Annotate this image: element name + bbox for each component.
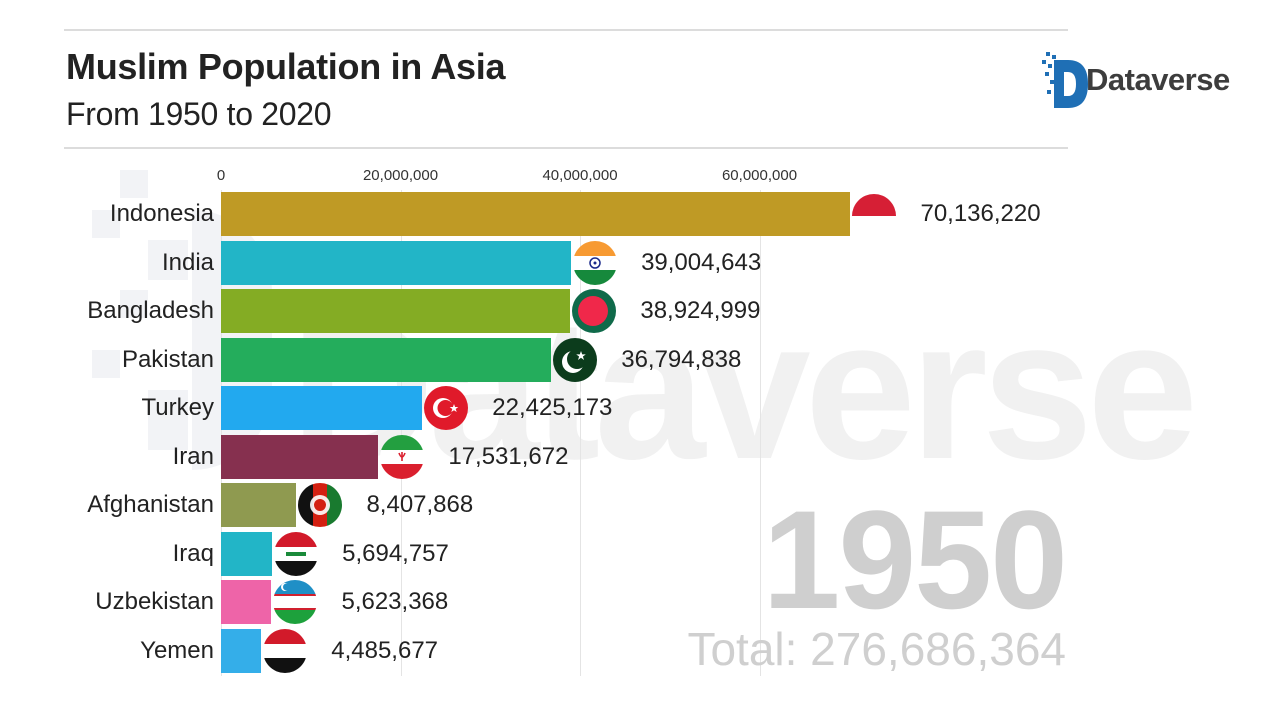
country-label: Uzbekistan bbox=[95, 588, 214, 615]
value-label: 8,407,868 bbox=[366, 491, 474, 518]
value-label: 17,531,672 bbox=[448, 442, 569, 470]
bar bbox=[221, 434, 379, 479]
indonesia-flag-icon bbox=[852, 194, 897, 218]
bar bbox=[221, 240, 572, 285]
bar-row: Bangladesh 38,924,999 bbox=[0, 289, 1280, 333]
top-divider bbox=[64, 29, 1068, 31]
country-label: Iraq bbox=[172, 539, 214, 567]
bar bbox=[221, 628, 262, 673]
x-axis-tick-label: 0 bbox=[216, 167, 226, 184]
x-axis-tick-label: 60,000,000 bbox=[721, 167, 798, 184]
bar-row: Iran 17,531,672 bbox=[0, 434, 1280, 479]
value-label: 70,136,220 bbox=[920, 200, 1041, 227]
x-axis-tick-label: 20,000,000 bbox=[362, 167, 439, 184]
bar-row: Pakistan 36,794,838 bbox=[0, 337, 1280, 382]
header-divider bbox=[64, 147, 1068, 149]
bar bbox=[221, 580, 272, 624]
pixel-d-logo-icon bbox=[1042, 52, 1088, 108]
afghanistan-flag-icon bbox=[298, 483, 343, 527]
gridline bbox=[580, 190, 581, 676]
country-label: Pakistan bbox=[121, 345, 214, 373]
bar-row: Afghanistan 8,407,868 bbox=[0, 483, 1280, 527]
bar bbox=[221, 483, 297, 527]
yemen-flag-icon bbox=[263, 628, 308, 673]
total-population: Total: 276,686,364 bbox=[687, 623, 1066, 675]
bar-row: Yemen 4,485,677 bbox=[0, 628, 1280, 673]
value-label: 36,794,838 bbox=[621, 345, 742, 373]
bar-row: Indonesia 70,136,220 bbox=[0, 192, 1280, 236]
value-label: 38,924,999 bbox=[640, 297, 761, 324]
year-indicator: 1950 bbox=[762, 481, 1068, 638]
iraq-flag-icon bbox=[274, 531, 319, 576]
value-label: 22,425,173 bbox=[492, 394, 613, 421]
value-label: 5,623,368 bbox=[341, 588, 449, 615]
india-flag-icon bbox=[573, 240, 618, 285]
bar-row: India 39,004,643 bbox=[0, 240, 1280, 285]
value-label: 5,694,757 bbox=[342, 539, 449, 567]
dataverse-logo: Dataverse bbox=[1042, 52, 1242, 112]
bar bbox=[221, 386, 423, 430]
country-label: Iran bbox=[172, 442, 214, 470]
country-label: Turkey bbox=[141, 394, 214, 421]
x-axis-tick-label: 40,000,000 bbox=[542, 167, 618, 184]
iran-flag-icon bbox=[380, 434, 425, 479]
bar-row: Uzbekistan 5,623,368 bbox=[0, 580, 1280, 624]
value-label: 39,004,643 bbox=[641, 248, 762, 276]
country-label: Afghanistan bbox=[87, 491, 214, 518]
country-label: India bbox=[161, 248, 214, 276]
bangladesh-flag-icon bbox=[572, 289, 617, 333]
pakistan-flag-icon bbox=[553, 337, 598, 382]
country-label: Bangladesh bbox=[87, 297, 214, 324]
bar bbox=[221, 337, 552, 382]
gridline bbox=[221, 190, 222, 676]
bar bbox=[221, 531, 273, 576]
country-label: Indonesia bbox=[109, 200, 214, 227]
chart-subtitle: From 1950 to 2020 bbox=[66, 96, 332, 132]
gridline bbox=[759, 190, 761, 676]
turkey-flag-icon bbox=[424, 386, 469, 430]
chart-title: Muslim Population in Asia bbox=[66, 46, 506, 87]
value-label: 4,485,677 bbox=[331, 636, 439, 664]
bar-row: Turkey 22,425,173 bbox=[0, 386, 1280, 430]
country-label: Yemen bbox=[140, 636, 214, 664]
bar-row: Iraq 5,694,757 bbox=[0, 531, 1280, 576]
bar bbox=[221, 192, 851, 236]
logo-text: Dataverse bbox=[1086, 62, 1230, 97]
uzbekistan-flag-icon bbox=[273, 580, 318, 624]
gridline bbox=[400, 190, 402, 676]
bar bbox=[221, 289, 571, 333]
